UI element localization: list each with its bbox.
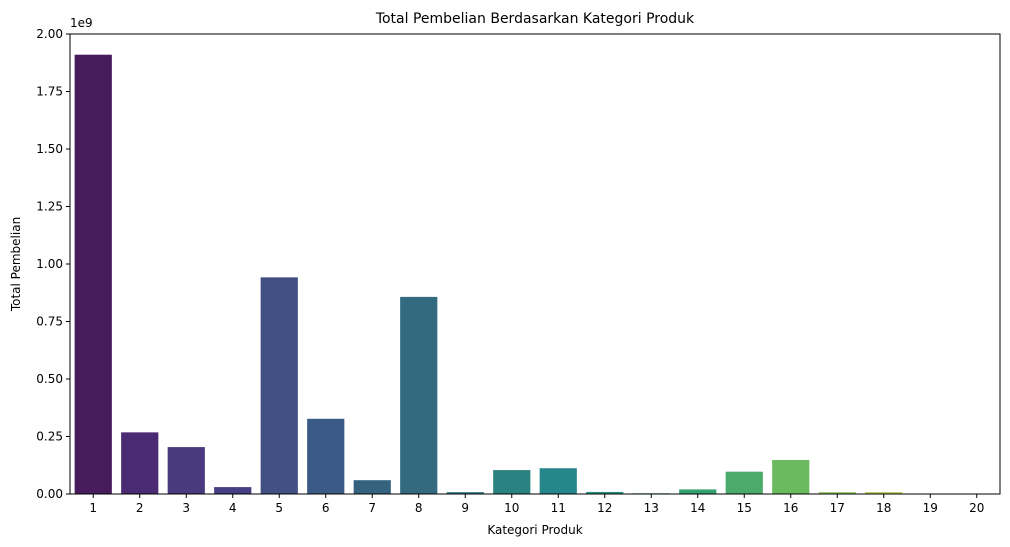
x-tick-label: 2 bbox=[136, 501, 144, 515]
bars-group bbox=[74, 54, 996, 494]
y-tick-label: 2.00 bbox=[36, 27, 63, 41]
y-tick-label: 0.00 bbox=[36, 487, 63, 501]
x-tick-label: 19 bbox=[923, 501, 938, 515]
bar-8 bbox=[400, 296, 438, 494]
bar-6 bbox=[307, 418, 345, 494]
bar-18 bbox=[865, 492, 903, 494]
bar-9 bbox=[446, 492, 484, 494]
plot-frame bbox=[69, 33, 1001, 495]
y-tick-label: 1.25 bbox=[36, 200, 63, 214]
y-tick-label: 1.50 bbox=[36, 142, 63, 156]
x-tick-label: 7 bbox=[368, 501, 376, 515]
bar-16 bbox=[772, 459, 810, 494]
y-tick-label: 0.50 bbox=[36, 372, 63, 386]
y-ticks-group: 0.00 0.25 0.50 0.75 1.00 1.25 1.50 1.75 2.00 bbox=[36, 27, 70, 501]
x-tick-label: 20 bbox=[969, 501, 984, 515]
x-tick-label: 4 bbox=[229, 501, 237, 515]
x-axis-label: Kategori Produk bbox=[487, 523, 582, 537]
bar-17 bbox=[818, 492, 856, 494]
x-tick-label: 14 bbox=[690, 501, 705, 515]
y-tick-label: 0.25 bbox=[36, 430, 63, 444]
x-tick-label: 15 bbox=[737, 501, 752, 515]
x-tick-label: 8 bbox=[415, 501, 423, 515]
bar-11 bbox=[539, 468, 577, 494]
y-axis-label: Total Pembelian bbox=[9, 217, 23, 312]
x-tick-label: 16 bbox=[783, 501, 798, 515]
bar-14 bbox=[679, 489, 717, 494]
y-tick-label: 1.00 bbox=[36, 257, 63, 271]
chart-title: Total Pembelian Berdasarkan Kategori Pro… bbox=[375, 11, 695, 27]
x-tick-label: 6 bbox=[322, 501, 330, 515]
y-tick-label: 0.75 bbox=[36, 315, 63, 329]
x-tick-label: 3 bbox=[182, 501, 190, 515]
x-ticks-group: 1 2 3 4 5 6 7 8 9 10 11 12 13 14 15 16 17 18 19 20 bbox=[89, 494, 984, 515]
y-tick-label: 1.75 bbox=[36, 85, 63, 99]
bar-5 bbox=[260, 277, 298, 494]
bar-2 bbox=[121, 432, 159, 494]
bar-4 bbox=[214, 487, 252, 494]
x-tick-label: 13 bbox=[644, 501, 659, 515]
bar-12 bbox=[586, 491, 624, 494]
x-tick-label: 5 bbox=[275, 501, 283, 515]
x-tick-label: 17 bbox=[830, 501, 845, 515]
x-tick-label: 9 bbox=[461, 501, 469, 515]
bar-10 bbox=[493, 470, 531, 494]
x-tick-label: 1 bbox=[89, 501, 97, 515]
x-tick-label: 10 bbox=[504, 501, 519, 515]
bar-1 bbox=[74, 54, 112, 494]
bar-7 bbox=[353, 480, 391, 494]
x-tick-label: 12 bbox=[597, 501, 612, 515]
bar-3 bbox=[167, 447, 205, 494]
y-axis-offset-text: 1e9 bbox=[70, 16, 93, 30]
x-tick-label: 18 bbox=[876, 501, 891, 515]
x-tick-label: 11 bbox=[551, 501, 566, 515]
bar-15 bbox=[725, 471, 763, 494]
